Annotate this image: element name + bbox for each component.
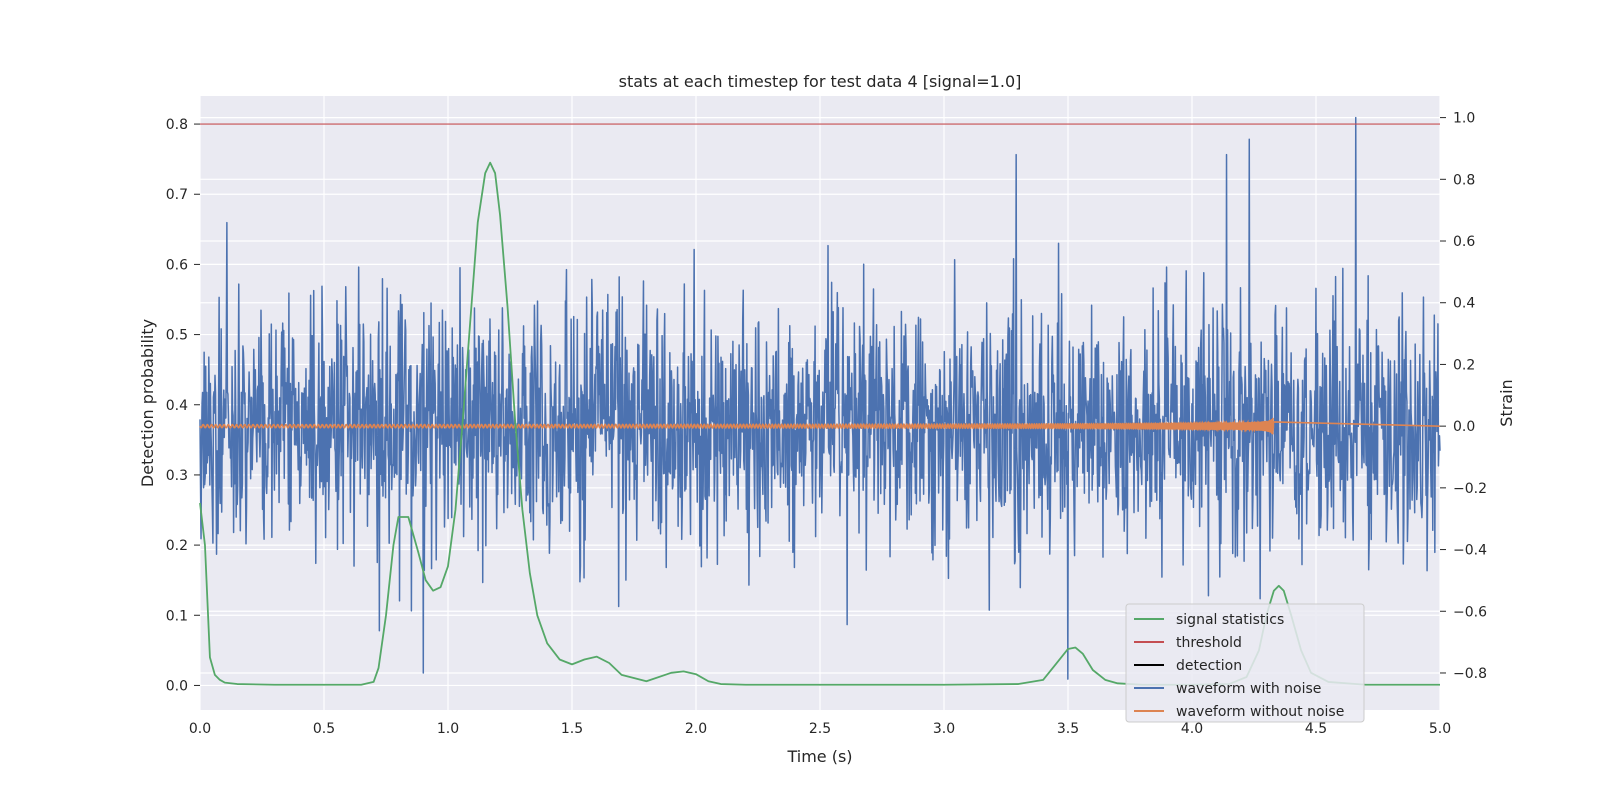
legend: signal statistics threshold detection wavef… — [1125, 603, 1365, 723]
y2-tick-label: 0.0 — [1453, 419, 1475, 435]
legend-label: detection — [1176, 658, 1242, 674]
x-tick-label: 3.5 — [1057, 721, 1079, 737]
y-tick-label: 0.5 — [166, 328, 188, 344]
y2-tick-label: 0.4 — [1453, 296, 1475, 312]
y-tick-label: 0.6 — [166, 257, 188, 273]
y-tick-label: 0.7 — [166, 187, 188, 203]
legend-box — [1125, 603, 1365, 723]
y2-tick-label: 1.0 — [1453, 111, 1475, 127]
chart-title: stats at each timestep for test data 4 [… — [619, 72, 1022, 91]
y-axis-ticks: 0.0 0.1 0.2 0.3 0.4 0.5 0.6 0.7 0.8 — [166, 117, 200, 694]
x-axis-label: Time (s) — [786, 747, 852, 766]
y-tick-label: 0.1 — [166, 608, 188, 624]
y-tick-label: 0.0 — [166, 678, 188, 694]
y2-tick-label: 0.8 — [1453, 172, 1475, 188]
series-waveform-without-noise — [199, 417, 1441, 435]
x-tick-label: 0.0 — [189, 721, 211, 737]
x-axis-ticks: 0.0 0.5 1.0 1.5 2.0 2.5 3.0 3.5 4.0 4.5 5.0 — [189, 721, 1451, 737]
y-tick-label: 0.4 — [166, 398, 188, 414]
y-axis-label: Detection probability — [138, 319, 157, 487]
legend-label: waveform without noise — [1176, 704, 1344, 720]
y-tick-label: 0.8 — [166, 117, 188, 133]
x-tick-label: 1.5 — [561, 721, 583, 737]
x-tick-label: 5.0 — [1429, 721, 1451, 737]
y2-tick-label: −0.4 — [1453, 543, 1487, 559]
x-tick-label: 2.5 — [809, 721, 831, 737]
legend-label: waveform with noise — [1176, 681, 1321, 697]
y2-tick-label: 0.2 — [1453, 357, 1475, 373]
y2-tick-label: −0.2 — [1453, 481, 1487, 497]
legend-label: threshold — [1176, 635, 1242, 651]
y-tick-label: 0.3 — [166, 468, 188, 484]
x-tick-label: 4.5 — [1305, 721, 1327, 737]
legend-label: signal statistics — [1176, 612, 1284, 628]
y2-axis-label: Strain — [1497, 379, 1516, 426]
legend-items: signal statistics threshold detection wavef… — [1134, 612, 1344, 720]
y2-axis-ticks: −0.8 −0.6 −0.4 −0.2 0.0 0.2 0.4 0.6 0.8 1.0 — [1440, 111, 1487, 682]
y2-tick-label: 0.6 — [1453, 234, 1475, 250]
y2-tick-label: −0.8 — [1453, 666, 1487, 682]
x-tick-label: 2.0 — [685, 721, 707, 737]
x-tick-label: 3.0 — [933, 721, 955, 737]
x-tick-label: 1.0 — [437, 721, 459, 737]
x-tick-label: 0.5 — [313, 721, 335, 737]
y2-tick-label: −0.6 — [1453, 604, 1487, 620]
x-tick-label: 4.0 — [1181, 721, 1203, 737]
y-tick-label: 0.2 — [166, 538, 188, 554]
